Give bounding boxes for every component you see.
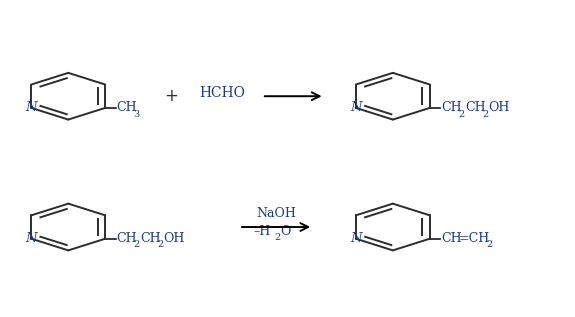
Text: 2: 2 <box>487 240 493 249</box>
Text: =CH: =CH <box>458 232 489 245</box>
Text: 2: 2 <box>158 240 164 249</box>
Text: HCHO: HCHO <box>199 86 245 100</box>
Text: –H: –H <box>254 225 271 238</box>
Text: 2: 2 <box>274 233 281 242</box>
Text: CH: CH <box>117 101 137 114</box>
Text: O: O <box>281 225 291 238</box>
Text: 2: 2 <box>134 240 140 249</box>
Text: CH: CH <box>441 101 462 114</box>
Text: CH: CH <box>441 232 462 245</box>
Text: CH: CH <box>140 232 161 245</box>
Text: N: N <box>350 232 362 245</box>
Text: OH: OH <box>163 232 185 245</box>
Text: CH: CH <box>465 101 486 114</box>
Text: +: + <box>164 87 178 105</box>
Text: CH: CH <box>117 232 137 245</box>
Text: N: N <box>25 232 37 245</box>
Text: N: N <box>25 101 37 114</box>
Text: 2: 2 <box>482 110 489 119</box>
Text: NaOH: NaOH <box>256 206 296 219</box>
Text: OH: OH <box>488 101 509 114</box>
Text: N: N <box>350 101 362 114</box>
Text: 3: 3 <box>134 110 140 119</box>
Text: 2: 2 <box>458 110 465 119</box>
